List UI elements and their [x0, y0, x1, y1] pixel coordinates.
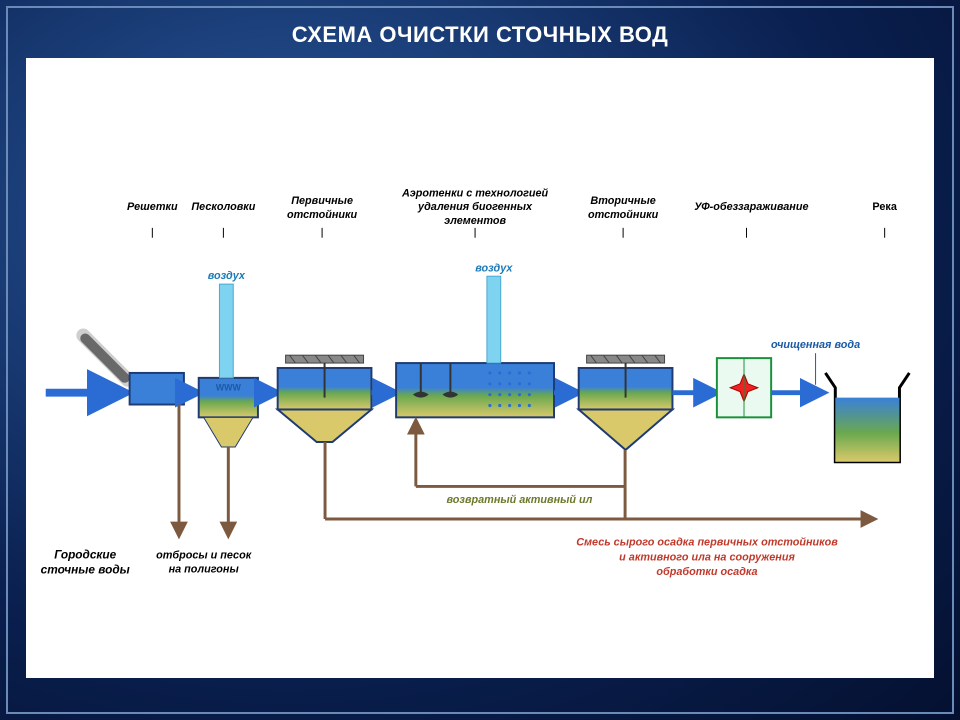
label-stage5b: отстойники — [588, 209, 659, 221]
label-stage4a: Аэротенки с технологией — [401, 187, 549, 199]
label-air2: воздух — [475, 262, 513, 274]
diagram-canvas: Решетки Песколовки Первичные отстойники Аэро… — [26, 58, 934, 678]
label-air1: воздух — [208, 270, 246, 282]
label-inflow1: Городские — [54, 547, 116, 561]
label-sludge1: Смесь сырого осадка первичных отстойнико… — [576, 537, 838, 549]
label-stage5a: Вторичные — [590, 195, 655, 207]
label-clean-water: очищенная вода — [771, 339, 860, 351]
label-sludge3: обработки осадка — [656, 566, 757, 578]
label-sludge2: и активного ила на сооружения — [619, 551, 795, 563]
label-stage7: Река — [872, 201, 897, 213]
bridge-icon — [286, 355, 364, 363]
label-stage3: Первичные — [291, 195, 353, 207]
wave-icon: WWW — [216, 383, 242, 393]
label-waste1: отбросы и песок — [156, 549, 252, 561]
label-stage6: УФ-обеззараживание — [694, 201, 808, 213]
label-stage4b: удаления биогенных — [417, 201, 533, 213]
label-stage3b: отстойники — [287, 209, 358, 221]
label-inflow2: сточные воды — [41, 562, 130, 576]
air-column-1 — [219, 284, 233, 378]
air-column-2 — [487, 276, 501, 363]
label-recycle: возвратный активный ил — [447, 494, 593, 506]
label-stage2: Песколовки — [191, 201, 255, 213]
screens-tank — [130, 373, 184, 405]
bridge-icon — [587, 355, 665, 363]
label-stage4c: элементов — [444, 215, 506, 227]
label-waste2: на полигоны — [169, 563, 240, 575]
page-title: СХЕМА ОЧИСТКИ СТОЧНЫХ ВОД — [8, 8, 952, 58]
label-stage1: Решетки — [127, 201, 178, 213]
